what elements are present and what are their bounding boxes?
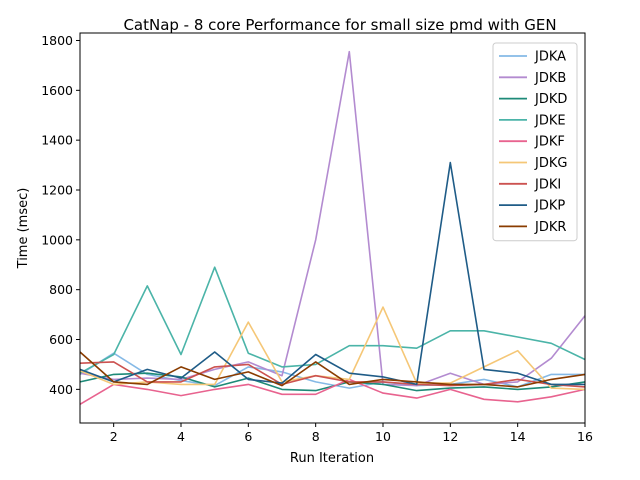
legend-label-jdkp: JDKP: [534, 199, 565, 214]
y-tick-label: 1600: [41, 83, 73, 98]
legend-label-jdkd: JDKD: [534, 92, 567, 107]
series-line-jdkb: [79, 50, 586, 387]
x-tick-label: 10: [375, 429, 391, 444]
y-tick-label: 400: [49, 382, 73, 397]
series-lines: [79, 50, 586, 405]
y-tick-label: 1000: [41, 232, 73, 247]
legend: JDKA JDKB JDKD JDKE JDKF JDKG JDKI JDKP JDKR: [492, 42, 578, 242]
y-tick-label: 1800: [41, 33, 73, 48]
legend-label-jdkf: JDKF: [534, 135, 565, 150]
y-axis-ticks: 400 600 800 1000 1200 1400 1600 1800: [41, 33, 80, 397]
series-line-jdkg: [79, 306, 586, 391]
x-tick-label: 2: [110, 429, 118, 444]
legend-label-jdkb: JDKB: [534, 71, 566, 86]
plot-frame: [79, 32, 586, 424]
y-tick-label: 1400: [41, 133, 73, 148]
x-tick-label: 4: [177, 429, 185, 444]
x-tick-label: 6: [244, 429, 252, 444]
series-line-jdki: [79, 361, 586, 388]
legend-label-jdke: JDKE: [534, 113, 566, 128]
legend-label-jdkr: JDKR: [534, 220, 566, 235]
legend-label-jdki: JDKI: [534, 177, 561, 192]
series-line-jdkf: [79, 378, 586, 405]
legend-label-jdka: JDKA: [534, 50, 566, 65]
y-tick-label: 800: [49, 282, 73, 297]
y-axis-label: Time (msec): [16, 188, 31, 270]
x-tick-label: 16: [577, 429, 593, 444]
x-tick-label: 14: [510, 429, 526, 444]
series-line-jdke: [79, 266, 586, 374]
x-axis-label: Run Iteration: [290, 451, 374, 466]
x-tick-label: 12: [442, 429, 458, 444]
legend-label-jdkg: JDKG: [534, 156, 567, 171]
x-tick-label: 8: [312, 429, 320, 444]
y-tick-label: 600: [49, 332, 73, 347]
x-axis-ticks: 2 4 6 8 10 12 14 16: [110, 423, 593, 444]
legend-box: [492, 42, 578, 242]
chart-title: CatNap - 8 core Performance for small si…: [123, 16, 556, 34]
y-tick-label: 1200: [41, 182, 73, 197]
series-line-jdkp: [79, 161, 585, 386]
series-line-jdkr: [79, 351, 586, 388]
